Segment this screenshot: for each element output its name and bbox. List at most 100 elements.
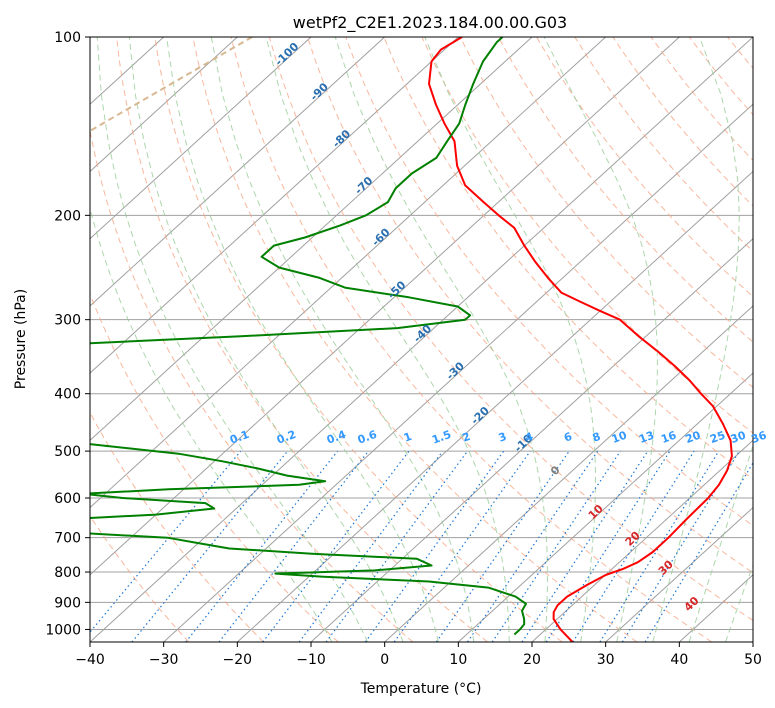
isotherm-line: [90, 37, 680, 576]
mixing-ratio-line: [218, 450, 369, 642]
isotherm-line: [236, 170, 753, 642]
mixing-ratio-line: [298, 450, 444, 642]
dry-adiabat-line: [574, 37, 753, 252]
mixing-ratio-label: 3: [497, 430, 509, 445]
dry-adiabat-line: [766, 37, 775, 642]
y-tick-label: 400: [54, 387, 81, 403]
dry-adiabat-label: -90: [308, 80, 332, 103]
mixing-ratio-label: 8: [591, 430, 603, 445]
annotations: -100-90-80-70-60-50-40-30-20-10010203040…: [228, 40, 768, 614]
mixing-ratio-line: [393, 450, 531, 642]
dry-adiabat-line: [345, 37, 753, 527]
moist-adiabat-line: [166, 37, 439, 642]
mixing-ratio-label: 1: [402, 430, 414, 445]
moist-adiabat-line: [128, 37, 404, 642]
dry-adiabat-line: [536, 37, 753, 298]
dry-adiabat-line: [497, 37, 753, 343]
x-tick-label: 50: [744, 652, 762, 668]
mixing-ratio-label: 30: [729, 428, 748, 446]
isotherm-line: [752, 641, 753, 642]
mixing-ratio-label: 0.6: [356, 428, 379, 447]
x-tick-label: −10: [296, 652, 326, 668]
mixing-ratio-label: 0.4: [325, 428, 348, 447]
dry-adiabat-line: [230, 37, 712, 642]
mixing-ratio-label: 6: [562, 430, 574, 445]
y-tick-label: 500: [54, 444, 81, 460]
dry-adiabat-line: [727, 37, 753, 69]
dry-adiabat-label: -50: [385, 278, 409, 301]
moist-adiabat-line: [96, 37, 369, 642]
mixing-ratio-label: 4: [523, 430, 535, 445]
isotherm-line: [457, 372, 753, 642]
x-tick-label: −40: [75, 652, 105, 668]
moist-adiabat-line: [334, 37, 548, 642]
dry-adiabat-line: [90, 515, 190, 642]
isotherm-line: [384, 305, 753, 642]
isotherm-line: [90, 37, 238, 173]
x-tick-label: 40: [670, 652, 688, 668]
reference-curve-line: [90, 37, 253, 133]
mixing-ratio-label: 20: [684, 428, 703, 446]
mixing-ratio-label: 0.2: [275, 428, 298, 447]
x-axis-title: Temperature (°C): [360, 681, 482, 697]
y-tick-label: 300: [54, 313, 81, 329]
mixing-ratio-line: [572, 450, 695, 642]
plot-area: [90, 37, 775, 642]
x-tick-label: 0: [380, 652, 389, 668]
dry-adiabat-line: [268, 37, 753, 622]
isotherm-line: [90, 37, 533, 442]
moist-adiabat-line: [688, 444, 753, 642]
moist-adiabat-line: [543, 37, 658, 642]
moist-adiabat-line: [725, 563, 753, 642]
moist-adiabat-label: 20: [623, 529, 643, 549]
mixing-ratio-line: [491, 450, 621, 642]
moist-adiabat-label: 10: [586, 502, 606, 522]
moist-adiabat-line: [265, 37, 510, 642]
x-tick-label: 10: [449, 652, 467, 668]
dry-adiabat-line: [154, 37, 563, 642]
y-tick-label: 700: [54, 531, 81, 547]
x-axis: −40 −30 −20 −10 0 10 20 30 40 50: [75, 642, 762, 668]
x-tick-label: −30: [149, 652, 179, 668]
mixing-ratio-line: [545, 450, 671, 642]
dewpoint-profile-line: [90, 37, 527, 636]
moist-adiabat-label: 0: [548, 463, 563, 478]
x-tick-label: 30: [597, 652, 615, 668]
x-tick-label: 20: [523, 652, 541, 668]
temperature-profile-line: [428, 37, 733, 642]
isotherm-line: [90, 37, 753, 642]
y-tick-label: 900: [54, 595, 81, 611]
moist-adiabat-line: [210, 37, 475, 642]
y-tick-label: 600: [54, 491, 81, 507]
mixing-ratio-label: 13: [637, 429, 656, 446]
mixing-ratio-line: [599, 450, 720, 642]
mixing-ratio-label: 0.1: [228, 428, 251, 447]
mixing-ratio-label: 2: [461, 430, 473, 445]
dry-adiabat-label: -60: [369, 226, 393, 249]
isotherm-line: [605, 506, 753, 642]
dry-adiabat-line: [90, 411, 264, 642]
y-tick-label: 100: [54, 30, 81, 46]
isotherm-line: [531, 439, 753, 642]
mixing-ratio-line: [435, 450, 570, 642]
y-tick-label: 1000: [45, 622, 81, 638]
y-axis-title: Pressure (hPa): [13, 289, 29, 389]
y-tick-label: 800: [54, 565, 81, 581]
dry-adiabat-line: [90, 292, 339, 642]
mixing-ratio-line: [521, 450, 649, 642]
mixing-ratio-line: [262, 450, 410, 642]
dry-adiabat-line: [192, 37, 638, 642]
isotherm-line: [90, 37, 459, 374]
plot-frame: [89, 36, 754, 643]
mixing-ratio-line: [364, 450, 505, 642]
mixing-ratio-label: 25: [708, 429, 727, 446]
mixing-ratio-line: [644, 461, 753, 642]
mixing-ratio-label: 1.5: [430, 428, 453, 447]
dry-adiabat-line: [90, 127, 414, 642]
moist-adiabat-line: [424, 37, 597, 642]
dry-adiabat-label: -20: [468, 404, 492, 427]
dry-adiabat-line: [688, 37, 753, 116]
x-tick-label: −20: [223, 652, 253, 668]
y-tick-label: 200: [54, 208, 81, 224]
